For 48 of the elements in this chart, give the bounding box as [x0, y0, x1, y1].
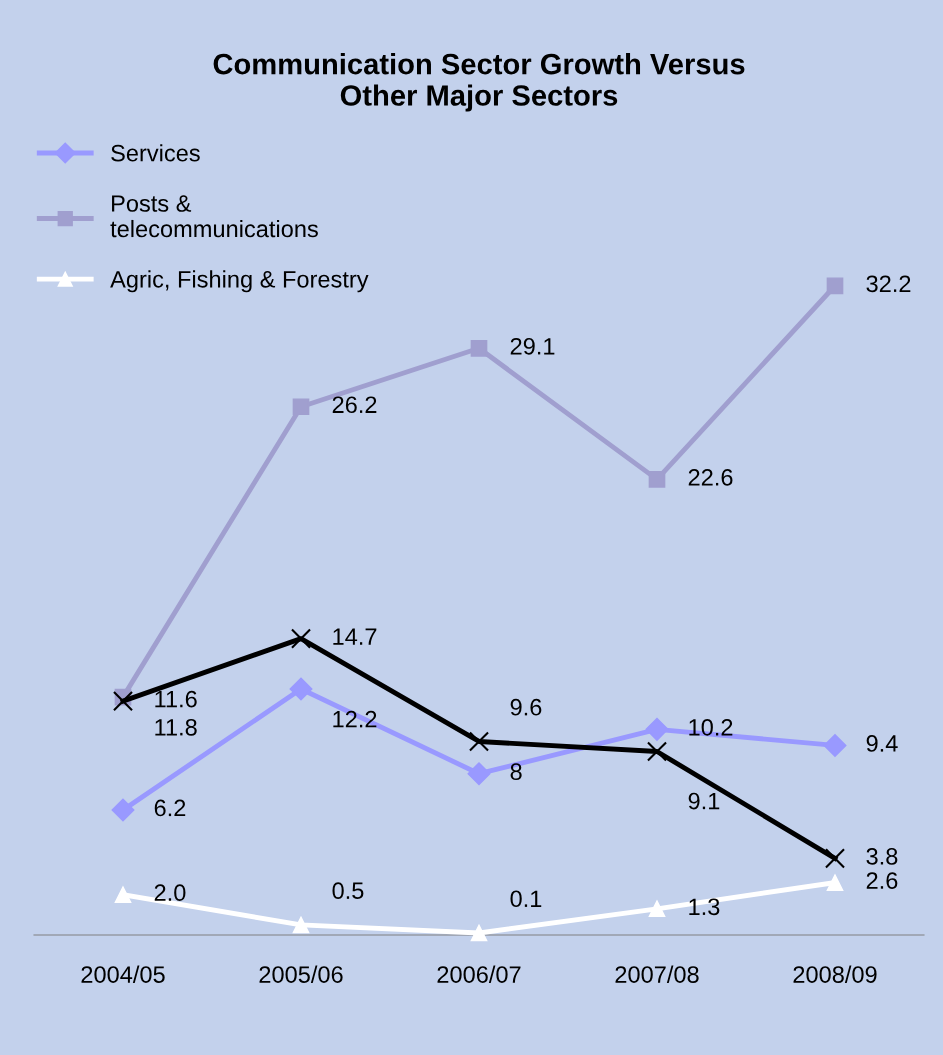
- x-tick-label: 2007/08: [615, 965, 699, 983]
- data-label: 32.2: [866, 275, 911, 293]
- x-tick-label: 2004/05: [81, 965, 165, 983]
- point: [646, 741, 668, 762]
- data-label: 9.4: [866, 735, 898, 752]
- point: [824, 848, 846, 869]
- point: [826, 874, 844, 891]
- point: [470, 924, 488, 942]
- legend-label: Posts & telecommunications: [110, 195, 318, 238]
- point: [648, 471, 666, 488]
- data-label: 0.1: [510, 890, 542, 908]
- point: [823, 733, 847, 757]
- data-label: 3.8: [866, 848, 898, 865]
- data-label: 8: [510, 763, 522, 781]
- point: [292, 916, 310, 934]
- data-label: 6.2: [154, 799, 186, 817]
- data-label: 26.2: [332, 396, 377, 414]
- data-label: 12.2: [333, 710, 377, 728]
- x-tick-label: 2006/07: [437, 965, 521, 983]
- point: [111, 798, 135, 822]
- point: [468, 731, 490, 752]
- data-label: 2.0: [154, 884, 186, 902]
- data-label: 2.6: [866, 872, 898, 889]
- data-label: 9.1: [688, 792, 720, 810]
- point: [826, 277, 844, 295]
- data-label: 11.6: [155, 690, 197, 708]
- data-label: 0.5: [332, 882, 364, 900]
- data-label: 29.1: [510, 337, 555, 355]
- point: [114, 886, 132, 904]
- chart-title: Communication Sector Growth Versus Other Major Sectors: [213, 53, 745, 112]
- point: [289, 677, 313, 701]
- x-tick-label: 2005/06: [259, 965, 343, 983]
- point: [112, 691, 134, 712]
- data-label: 1.3: [689, 898, 720, 916]
- legend-label: Services: [111, 144, 200, 162]
- data-label: 14.7: [333, 628, 377, 645]
- point: [467, 762, 491, 786]
- point: [645, 717, 669, 741]
- point: [470, 339, 488, 357]
- data-label: 22.6: [688, 468, 733, 486]
- legend-label: Agric, Fishing & Forestry: [110, 270, 369, 293]
- point: [648, 900, 666, 918]
- x-tick-label: 2008/09: [793, 965, 877, 983]
- data-label: 10.2: [689, 718, 733, 736]
- point: [290, 628, 312, 649]
- point: [292, 398, 310, 416]
- data-label: 11.8: [155, 718, 197, 736]
- data-label: 9.6: [510, 698, 542, 716]
